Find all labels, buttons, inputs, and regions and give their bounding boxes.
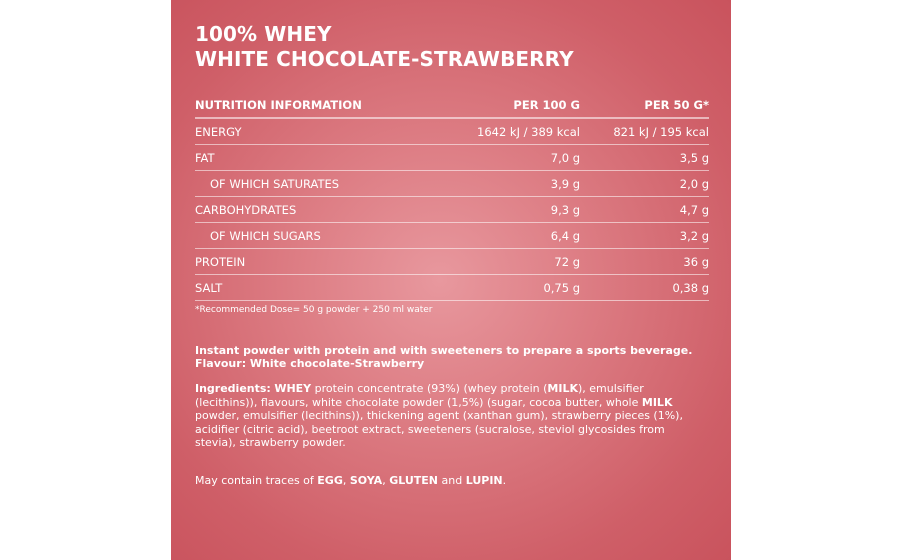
nutrition-row: OF WHICH SATURATES 3,9 g 2,0 g [195, 170, 709, 197]
nutrient-label: SALT [195, 274, 440, 301]
dose-footnote: *Recommended Dose= 50 g powder + 250 ml … [195, 305, 433, 315]
description-flavour: Flavour: White chocolate-Strawberry [195, 357, 425, 370]
ingredients-label: Ingredients: [195, 382, 271, 395]
text-segment: protein concentrate (93%) (whey protein … [311, 382, 548, 395]
description-line1: Instant powder with protein and with swe… [195, 344, 693, 357]
bold-text-segment: MILK [641, 395, 673, 409]
text-segment: and [438, 474, 466, 487]
value-per-50g: 3,5 g [580, 144, 709, 171]
nutrition-row: FAT 7,0 g 3,5 g [195, 144, 709, 171]
nutrition-header-row: NUTRITION INFORMATION PER 100 G PER 50 G… [195, 92, 709, 119]
allergen-traces: May contain traces of EGG, SOYA, GLUTEN … [195, 474, 709, 487]
nutrition-row: OF WHICH SUGARS 6,4 g 3,2 g [195, 222, 709, 249]
ingredients-list: WHEY protein concentrate (93%) (whey pro… [195, 382, 683, 449]
nutrient-label: OF WHICH SUGARS [195, 222, 440, 249]
bold-text-segment: WHEY [274, 382, 312, 395]
header-nutrition-information: NUTRITION INFORMATION [195, 92, 440, 119]
nutrient-label: CARBOHYDRATES [195, 196, 440, 223]
nutrient-label: OF WHICH SATURATES [195, 170, 440, 197]
value-per-50g: 3,2 g [580, 222, 709, 249]
text-segment: . [502, 474, 507, 487]
value-per-50g: 36 g [580, 248, 709, 275]
bold-text-segment: MILK [547, 382, 578, 395]
value-per-100g: 7,0 g [440, 144, 580, 171]
header-per-100g: PER 100 G [440, 92, 580, 119]
bold-text-segment: LUPIN [465, 474, 503, 487]
nutrient-label: PROTEIN [195, 248, 440, 275]
nutrient-label: ENERGY [195, 118, 440, 145]
label-panel: 100% WHEY WHITE CHOCOLATE-STRAWBERRY NUT… [171, 0, 731, 560]
value-per-100g: 1642 kJ / 389 kcal [440, 118, 580, 145]
nutrient-label: FAT [195, 144, 440, 171]
bold-text-segment: EGG [317, 474, 343, 487]
text-segment: ), emulsifier (lecithins)), flavours, wh… [195, 382, 644, 409]
header-per-50g: PER 50 G* [580, 92, 709, 119]
text-segment: , [342, 474, 350, 487]
bold-text-segment: SOYA [349, 474, 383, 487]
text-segment: May contain traces of [195, 474, 318, 487]
traces-text: May contain traces of EGG, SOYA, GLUTEN … [195, 474, 506, 487]
text-segment: , [382, 474, 390, 487]
value-per-50g: 4,7 g [580, 196, 709, 223]
ingredients-text: Ingredients: WHEY protein concentrate (9… [195, 382, 709, 450]
value-per-100g: 6,4 g [440, 222, 580, 249]
nutrition-table: NUTRITION INFORMATION PER 100 G PER 50 G… [195, 92, 709, 301]
value-per-50g: 0,38 g [580, 274, 709, 301]
value-per-100g: 3,9 g [440, 170, 580, 197]
value-per-100g: 72 g [440, 248, 580, 275]
nutrition-row: PROTEIN 72 g 36 g [195, 248, 709, 275]
nutrition-row: ENERGY 1642 kJ / 389 kcal 821 kJ / 195 kca… [195, 118, 709, 145]
product-description: Instant powder with protein and with swe… [195, 344, 709, 370]
nutrition-row: SALT 0,75 g 0,38 g [195, 274, 709, 301]
product-title: 100% WHEY WHITE CHOCOLATE-STRAWBERRY [195, 22, 574, 72]
bold-text-segment: GLUTEN [389, 474, 438, 487]
value-per-100g: 9,3 g [440, 196, 580, 223]
nutrition-row: CARBOHYDRATES 9,3 g 4,7 g [195, 196, 709, 223]
value-per-50g: 2,0 g [580, 170, 709, 197]
value-per-100g: 0,75 g [440, 274, 580, 301]
value-per-50g: 821 kJ / 195 kcal [580, 118, 709, 145]
text-segment: powder, emulsifier (lecithins)), thicken… [195, 409, 683, 449]
product-title-line1: 100% WHEY [195, 22, 332, 46]
product-title-line2: WHITE CHOCOLATE-STRAWBERRY [195, 47, 574, 71]
